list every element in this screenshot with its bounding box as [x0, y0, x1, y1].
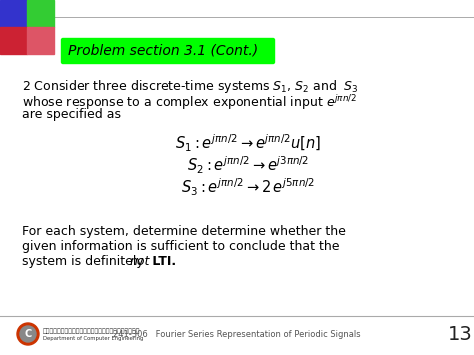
Text: $S_1:e^{j\pi n/2}\rightarrow e^{j\pi n/2}u[n]$: $S_1:e^{j\pi n/2}\rightarrow e^{j\pi n/2…: [175, 133, 321, 154]
Text: $S_3:e^{j\pi n/2}\rightarrow 2\,e^{j5\pi n/2}$: $S_3:e^{j\pi n/2}\rightarrow 2\,e^{j5\pi…: [181, 177, 315, 198]
FancyBboxPatch shape: [62, 38, 274, 64]
Bar: [0, 0, 27, 27]
Text: Problem section 3.1 (Cont.): Problem section 3.1 (Cont.): [68, 44, 258, 58]
Text: whose response to a complex exponential input $e^{j\pi n/2}$: whose response to a complex exponential …: [22, 93, 357, 112]
Text: given information is sufficient to conclude that the: given information is sufficient to concl…: [22, 240, 339, 253]
Text: are specified as: are specified as: [22, 108, 121, 121]
Text: system is definitely: system is definitely: [22, 255, 148, 268]
Bar: [27, 0, 54, 27]
Text: LTI.: LTI.: [148, 255, 176, 268]
Text: Department of Computer Engineering: Department of Computer Engineering: [43, 336, 143, 341]
Text: C: C: [24, 329, 32, 339]
Text: ภาควิชาวิศวกรรมคอมพิวเตอร์: ภาควิชาวิศวกรรมคอมพิวเตอร์: [43, 328, 140, 334]
Text: $S_2:e^{j\pi n/2}\rightarrow e^{j3\pi n/2}$: $S_2:e^{j\pi n/2}\rightarrow e^{j3\pi n/…: [187, 155, 309, 176]
Circle shape: [17, 323, 39, 345]
Text: 241-306   Fourier Series Representation of Periodic Signals: 241-306 Fourier Series Representation of…: [113, 330, 361, 339]
Bar: [27, 27, 54, 54]
Circle shape: [20, 326, 36, 342]
Text: 13: 13: [447, 325, 473, 344]
Text: 2 Consider three discrete-time systems $S_1$, $S_2$ and  $S_3$: 2 Consider three discrete-time systems $…: [22, 78, 359, 95]
Bar: [0, 27, 27, 54]
Text: not: not: [130, 255, 150, 268]
Text: For each system, determine determine whether the: For each system, determine determine whe…: [22, 225, 346, 238]
